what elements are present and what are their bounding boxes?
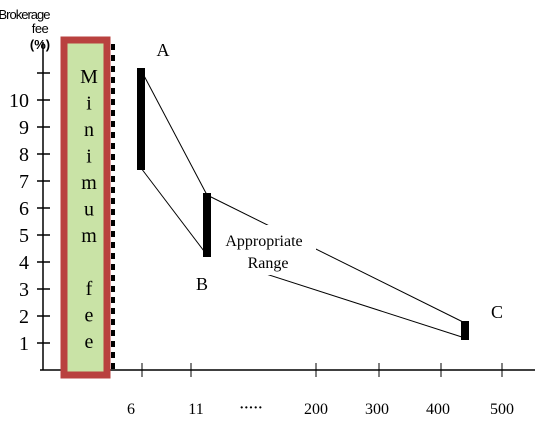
y-tick-label-3: 3: [19, 279, 29, 301]
y-axis-ticks: 1 2 3 4 5 6 7 8 9 10: [9, 72, 50, 355]
point-a-bar: [137, 68, 145, 170]
minimum-fee-letter-11: e: [85, 331, 94, 353]
range-label-line-2: Range: [248, 255, 289, 272]
minimum-fee-letter-3: n: [84, 119, 94, 141]
minimum-fee-band: [60, 36, 111, 379]
minimum-fee-letter-10: e: [85, 305, 94, 327]
range-label-background: [211, 225, 316, 275]
x-axis-ticks: 6 11 ····· 200 300 400 500: [127, 363, 514, 418]
y-tick-label-2: 2: [19, 306, 29, 328]
minimum-fee-letter-2: i: [86, 93, 92, 115]
point-b-label: B: [196, 274, 208, 294]
minimum-fee-letter-4: i: [86, 146, 92, 168]
y-tick-label-4: 4: [19, 252, 29, 274]
x-tick-label-11: 11: [188, 401, 203, 418]
y-tick-label-1: 1: [19, 333, 29, 355]
point-a-label: A: [157, 40, 170, 60]
point-c-bar: [461, 321, 469, 340]
y-axis-title-line-1: Brokerage: [0, 7, 50, 22]
y-tick-label-5: 5: [19, 225, 29, 247]
x-tick-label-500: 500: [490, 401, 514, 418]
x-tick-label-200: 200: [304, 401, 328, 418]
y-tick-label-10: 10: [9, 90, 29, 112]
point-c-label: C: [491, 302, 503, 322]
x-tick-ellipsis: ·····: [239, 401, 262, 416]
range-label-line-1: Appropriate: [225, 233, 302, 250]
y-tick-label-8: 8: [19, 144, 29, 166]
x-tick-label-400: 400: [426, 401, 450, 418]
y-tick-label-7: 7: [19, 171, 29, 193]
y-axis-title-line-3: (%): [30, 37, 50, 52]
point-b-bar: [203, 193, 211, 257]
x-tick-label-300: 300: [365, 401, 389, 418]
upper-envelope-b-to-c: [206, 194, 466, 324]
x-tick-label-6: 6: [127, 401, 135, 418]
minimum-fee-letter-6: u: [84, 199, 94, 221]
y-axis-title-line-2: fee: [32, 21, 49, 36]
upper-envelope-a-to-b: [140, 69, 208, 196]
lower-envelope-a-to-b: [140, 167, 208, 256]
minimum-fee-letter-5: m: [81, 172, 97, 194]
minimum-fee-letter-7: m: [81, 225, 97, 247]
minimum-fee-letter-9: f: [86, 278, 93, 300]
y-tick-label-6: 6: [19, 198, 29, 220]
y-axis-title: Brokerage fee (%): [0, 7, 51, 52]
minimum-fee-letter-1: M: [80, 66, 98, 88]
y-tick-label-9: 9: [19, 117, 29, 139]
